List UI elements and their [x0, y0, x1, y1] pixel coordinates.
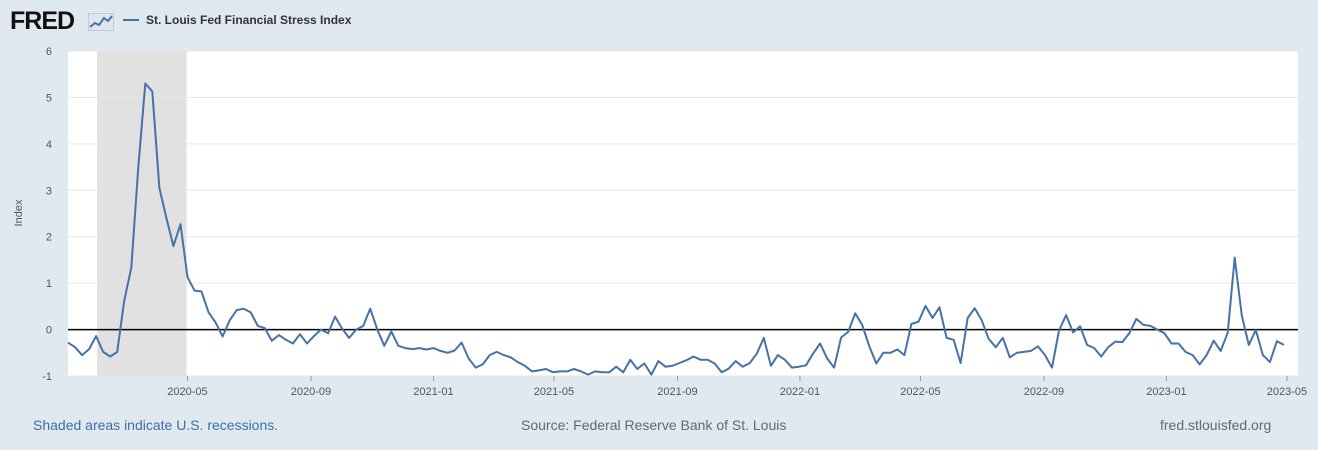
x-tick-label: 2022-01: [780, 386, 820, 398]
y-tick-label: 2: [46, 232, 52, 244]
fred-logo[interactable]: FRED: [10, 6, 120, 36]
site-link[interactable]: fred.stlouisfed.org: [1160, 417, 1272, 433]
x-tick-label: 2020-05: [167, 386, 207, 398]
y-tick-label: 5: [46, 92, 52, 104]
x-tick-label: 2023-05: [1267, 386, 1307, 398]
x-tick-label: 2022-05: [900, 386, 940, 398]
x-tick-label: 2021-09: [657, 386, 697, 398]
x-tick-label: 2022-09: [1024, 386, 1064, 398]
y-tick-label: 1: [46, 278, 52, 290]
y-tick-label: 6: [46, 46, 52, 58]
chart-header: FRED St. Louis Fed Financial Stress Inde…: [0, 0, 1318, 40]
legend-swatch: [123, 19, 139, 21]
y-tick-label: -1: [42, 371, 52, 383]
chart-legend: St. Louis Fed Financial Stress Index: [123, 10, 351, 30]
fred-logo-text: FRED: [10, 7, 75, 35]
x-tick-label: 2021-05: [534, 386, 574, 398]
x-tick-label: 2021-01: [413, 386, 453, 398]
x-tick-label: 2023-01: [1146, 386, 1186, 398]
y-tick-label: 3: [46, 185, 52, 197]
y-tick-label: 4: [46, 139, 52, 151]
legend-label: St. Louis Fed Financial Stress Index: [146, 13, 352, 27]
y-axis-title: Index: [13, 199, 25, 226]
series-line: [67, 82, 1285, 376]
plot-area: [68, 51, 1298, 376]
recession-band: [97, 51, 187, 376]
line-chart: -1 0 1 2 3 4 5 6 2020-05 2020-09 2021-01 2021-05 20…: [13, 46, 1307, 398]
y-tick-label: 0: [46, 325, 52, 337]
line-chart-icon: [88, 13, 114, 31]
recession-note: Shaded areas indicate U.S. recessions.: [33, 417, 279, 433]
x-tick-label: 2020-09: [291, 386, 331, 398]
source-note: Source: Federal Reserve Bank of St. Loui…: [521, 417, 787, 433]
